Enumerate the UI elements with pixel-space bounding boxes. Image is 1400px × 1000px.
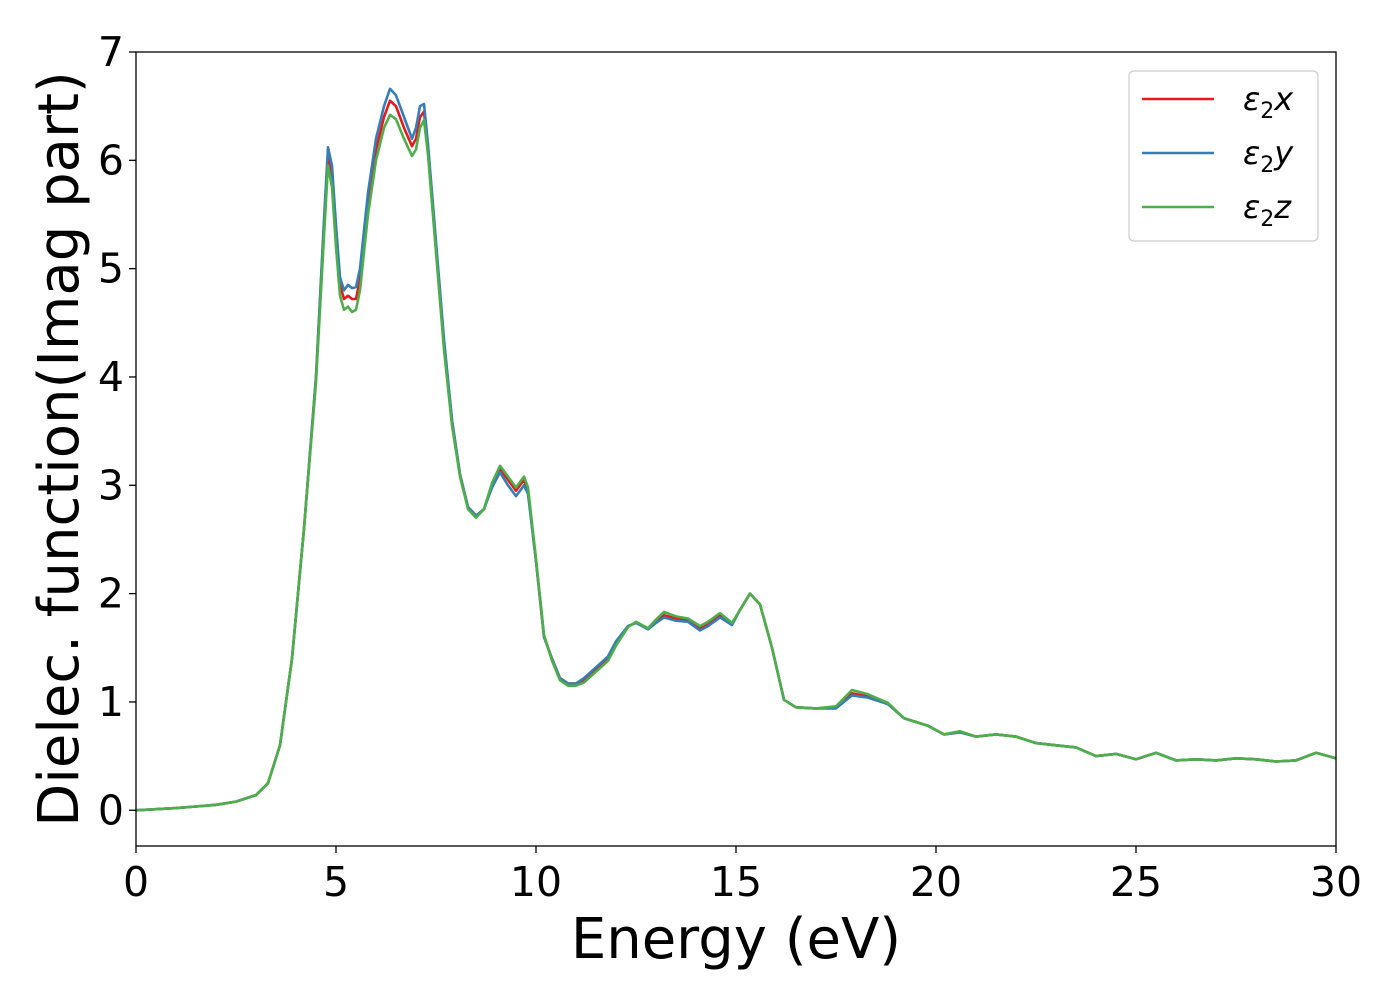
- x-tick-label: 20: [910, 858, 962, 906]
- y-tick-label: 1: [98, 678, 124, 726]
- x-tick-label: 15: [710, 858, 762, 906]
- y-axis: 0 1 2 3 4 5 6 7: [98, 28, 136, 834]
- legend: ε2x ε2y ε2z: [1128, 70, 1319, 242]
- y-tick-label: 7: [98, 28, 124, 76]
- x-tick-label: 0: [123, 858, 149, 906]
- legend-box: [1128, 70, 1319, 242]
- legend-label-y: ε2y: [1243, 134, 1294, 178]
- x-axis: 0 5 10 15 20 25 30: [123, 846, 1362, 906]
- legend-label-x: ε2x: [1243, 80, 1294, 124]
- y-tick-label: 4: [98, 353, 124, 401]
- y-tick-label: 3: [98, 461, 124, 509]
- series-layer: [136, 87, 1336, 812]
- y-tick-label: 5: [98, 245, 124, 293]
- y-axis-title: Dielec. function(Imag part): [27, 71, 92, 827]
- x-tick-label: 10: [510, 858, 562, 906]
- x-axis-title: Energy (eV): [571, 907, 901, 972]
- y-tick-label: 0: [98, 786, 124, 834]
- x-tick-label: 25: [1110, 858, 1162, 906]
- y-tick-label: 2: [98, 570, 124, 618]
- y-tick-label: 6: [98, 136, 124, 184]
- legend-label-z: ε2z: [1243, 188, 1292, 232]
- x-tick-label: 30: [1310, 858, 1362, 906]
- x-tick-label: 5: [323, 858, 349, 906]
- series-line-z: [136, 113, 1336, 812]
